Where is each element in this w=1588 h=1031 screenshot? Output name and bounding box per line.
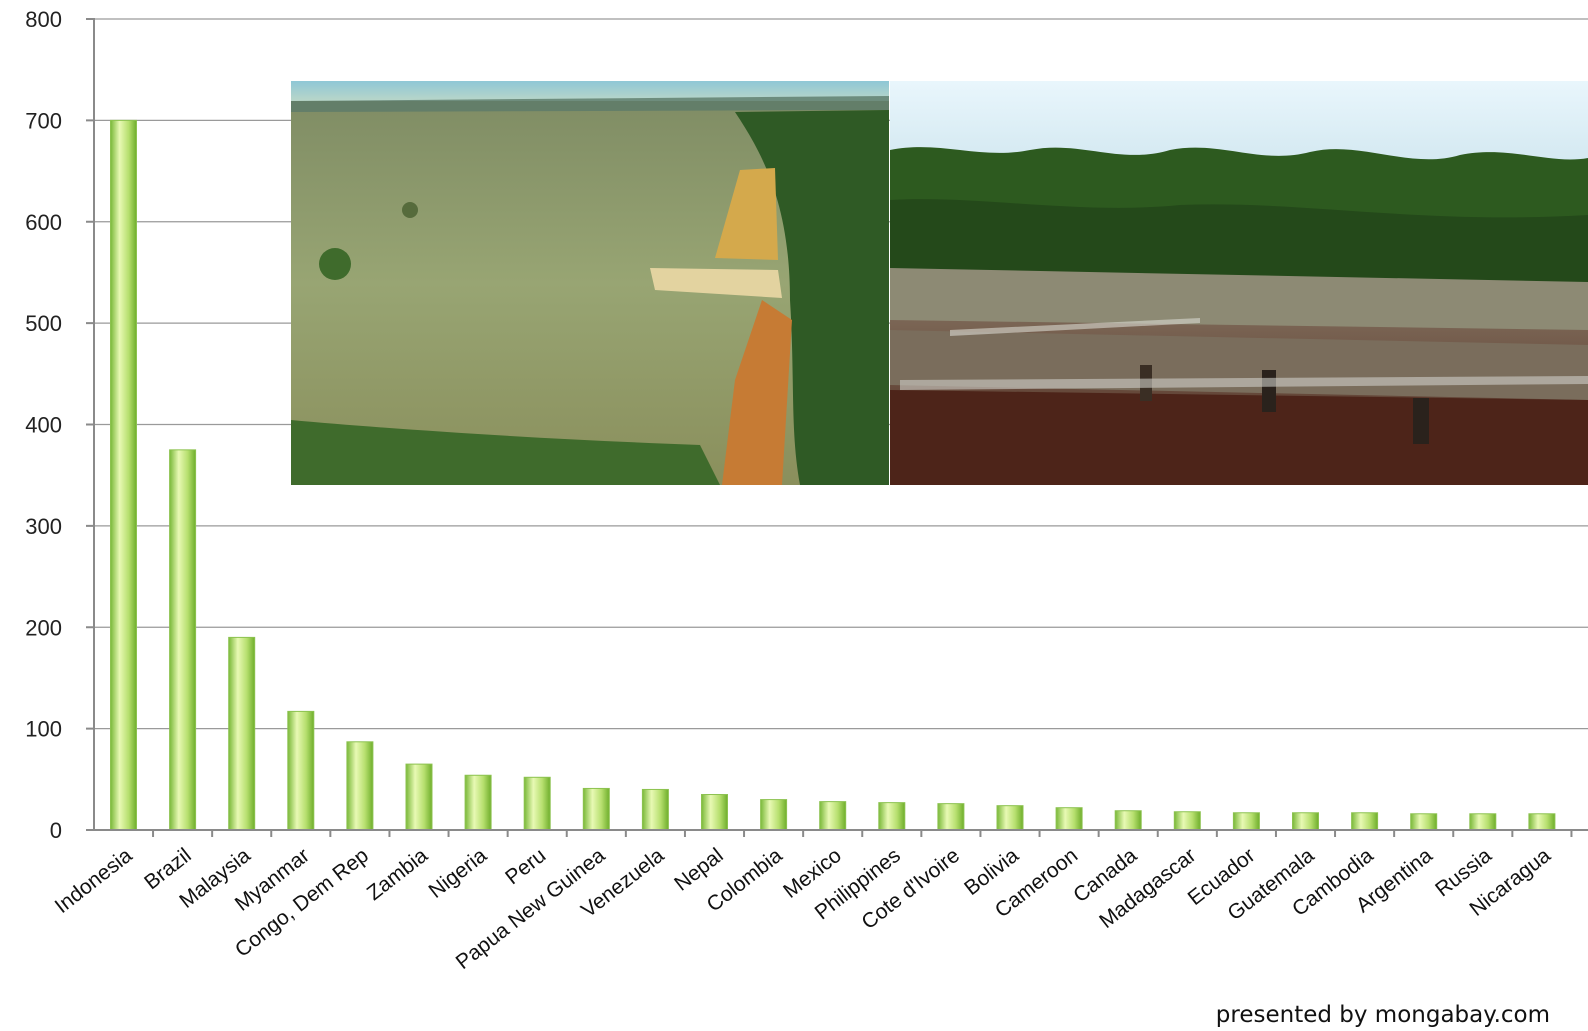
bar-nicaragua: [1528, 813, 1556, 831]
bar-zambia: [405, 763, 433, 831]
bar-canada: [1114, 810, 1142, 831]
bars: [110, 119, 1556, 831]
bar-argentina: [1410, 813, 1438, 831]
bar-myanmar: [287, 710, 315, 831]
y-tick-label: 600: [25, 210, 62, 235]
x-tick-label: Peru: [501, 844, 550, 889]
bar-guatemala: [1292, 812, 1319, 831]
bar-ecuador: [1232, 812, 1260, 831]
x-tick-label: Nigeria: [425, 844, 492, 903]
bar-malaysia: [228, 636, 256, 831]
aerial-deforestation-photo: [291, 81, 889, 485]
x-tick-label: Indonesia: [51, 844, 137, 918]
y-tick-label: 300: [25, 514, 62, 539]
cleared-forest-photo: [890, 81, 1588, 485]
x-tick-label: Zambia: [363, 844, 433, 905]
bar-peru: [523, 776, 551, 831]
y-tick-label: 800: [25, 7, 62, 32]
bar-madagascar: [1173, 811, 1201, 831]
bar-indonesia: [110, 119, 137, 831]
bar-colombia: [760, 799, 788, 831]
bar-mexico: [819, 801, 847, 831]
bar-bolivia: [996, 805, 1024, 831]
bar-cambodia: [1351, 812, 1379, 831]
credit-text: presented by mongabay.com: [1215, 1002, 1550, 1028]
bar-nepal: [701, 794, 728, 831]
y-tick-label: 500: [25, 311, 62, 336]
bar-philippines: [878, 802, 906, 831]
bar-cameroon: [1055, 807, 1083, 831]
bar-brazil: [169, 449, 197, 831]
bar-russia: [1469, 813, 1497, 831]
bar-congo-dem-rep: [346, 741, 374, 831]
bar-cote-d-ivoire: [937, 803, 965, 831]
y-tick-label: 200: [25, 615, 62, 640]
y-axis-ticks: 0 100 200 300 400 500 600 700 800: [25, 7, 94, 843]
y-tick-label: 0: [50, 818, 62, 843]
bar-nigeria: [464, 774, 492, 831]
y-tick-label: 100: [25, 717, 62, 742]
bar-papua-new-guinea: [582, 787, 610, 831]
bar-venezuela: [641, 788, 669, 831]
y-tick-label: 400: [25, 413, 62, 438]
y-tick-label: 700: [25, 108, 62, 133]
